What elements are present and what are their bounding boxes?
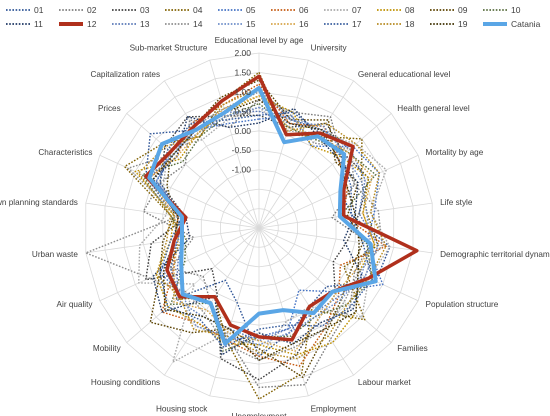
tick-label: 2.00 [234,48,251,58]
axis-label: Population structure [426,300,499,309]
axis-label: Families [397,344,427,353]
legend-label: 13 [140,19,150,29]
axis-label: Characteristics [38,148,92,157]
legend-label: 10 [511,5,521,15]
axis-label: Educational level by age [215,36,304,45]
series-08 [134,95,376,356]
axis-label: Labour market [358,378,412,387]
legend-label: 05 [246,5,256,15]
axis-label: Air quality [57,300,94,309]
tick-label: 1.00 [234,87,251,97]
grid-spoke [209,227,260,397]
legend-label: 06 [299,5,309,15]
tick-label: -0.50 [232,145,252,155]
legend-label: 17 [352,19,362,29]
grid-spoke [258,227,392,343]
tick-label: 1.50 [234,67,251,77]
axis-label: Housing conditions [91,378,160,387]
axis-label: Employment [311,405,357,414]
grid-spoke [164,80,260,229]
axis-label: Demographic territorial dynamics [440,250,550,259]
grid-spoke [99,154,260,229]
axis-label: Mortality by age [426,148,484,157]
axis-label: General educational level [358,70,451,79]
tick-label: 0.50 [234,106,251,116]
axis-label: University [311,43,348,52]
legend-label: 16 [299,19,309,29]
axis-label: Urban waste [32,250,78,259]
axis-label: Health general level [397,104,470,113]
legend-label: 02 [87,5,97,15]
legend-label: 14 [193,19,203,29]
legend-label: 04 [193,5,203,15]
legend-label: 18 [405,19,415,29]
legend-label: 07 [352,5,362,15]
legend-label: Catania [511,19,541,29]
legend-label: 08 [405,5,415,15]
axis-label: Unemployment [231,412,287,416]
axis-label: Mobility [93,344,122,353]
legend-label: 09 [458,5,468,15]
legend-label: 19 [458,19,468,29]
legend-label: 15 [246,19,256,29]
series-13 [148,110,379,342]
series-04 [123,71,379,400]
grid-spoke [258,227,354,376]
axis-label: Housing stock [156,405,208,414]
axis-label: Town planning standards [0,198,78,207]
axis-labels: Educational level by age University Genera… [0,36,550,416]
legend: 01 02 03 04 05 06 07 08 09 10 11 12 13 14 15 16 17 18 19 Ca… [6,5,541,29]
grid-spoke [85,202,260,229]
grid-spoke [85,227,260,254]
grid-spoke [209,59,260,229]
grid-spoke [258,227,419,302]
series-18 [137,87,387,360]
tick-label: 0.00 [234,126,251,136]
axis-label: Capitalization rates [90,70,160,79]
legend-label: 01 [34,5,44,15]
axis-label: Sub-market Structure [130,43,208,52]
series-03 [145,114,370,381]
series-15 [155,106,372,346]
series-layer [85,71,419,400]
series-14 [85,91,383,361]
grid-spoke [258,113,392,229]
grid-spoke [126,113,260,229]
grid-spoke [258,80,354,229]
legend-label: 11 [34,19,43,29]
series-catania [147,86,378,346]
series-09 [149,79,364,378]
series-19 [152,98,360,361]
radar-grid [85,52,433,404]
series-16 [148,95,376,352]
series-06 [148,83,387,367]
tick-label: -1.00 [232,165,252,175]
radial-tick-labels: 2.00 1.50 1.00 0.50 0.00 -0.50 -1.00 [232,48,252,175]
legend-label: 03 [140,5,150,15]
series-05 [155,115,384,341]
axis-label: Life style [440,198,473,207]
grid-spoke [258,227,433,254]
legend-label: 12 [87,19,97,29]
axis-label: Prices [98,104,121,113]
grid-spoke [126,227,260,343]
series-17 [159,111,373,349]
